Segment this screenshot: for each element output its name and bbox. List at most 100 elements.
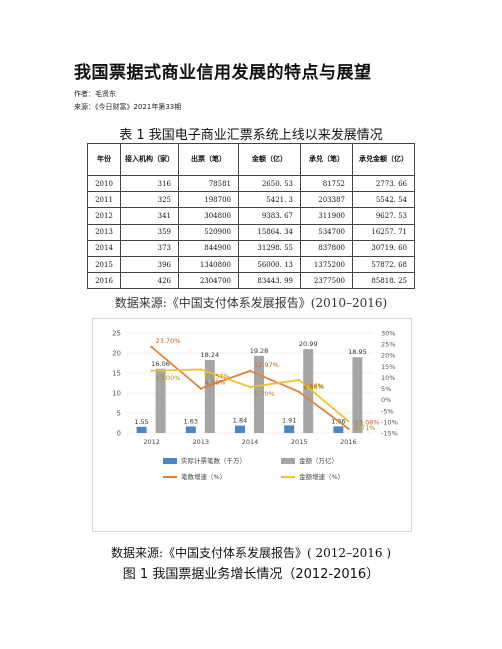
table-cell: 2012 (87, 207, 121, 225)
table-source-note: 数据来源:《中国支付体系发展报告》(2010–2016) (114, 296, 388, 310)
y-left-tick-label: 0 (117, 430, 121, 438)
line-point (199, 368, 202, 371)
table-cell: 2015 (87, 255, 121, 274)
y-right-tick-label: 0% (381, 396, 391, 404)
table-cell: 426 (120, 272, 179, 290)
x-tick-label: 2013 (193, 438, 210, 446)
bar-data-label: 20.99 (299, 340, 318, 348)
header-accepted-amount: 承兑金额（亿） (352, 143, 415, 176)
line-point (150, 369, 153, 372)
chart-source-note: 数据来源:《中国支付体系发展报告》( 2012–2016 ) (110, 546, 392, 560)
bar-count (136, 426, 147, 433)
author-line: 作者：毛贤东 (74, 90, 116, 98)
table-cell: 534700 (300, 223, 353, 241)
legend-label: 金额增速（%） (299, 472, 344, 481)
line-point (150, 345, 153, 349)
table-cell: 1340800 (178, 255, 239, 274)
table-cell: 396 (120, 255, 179, 274)
figure-caption: 图 1 我国票据业务增长情况（2012-2016） (122, 567, 380, 582)
line-data-label: 12.97% (254, 361, 279, 369)
table-cell: 1375200 (300, 255, 353, 274)
legend-label: 金额（万亿） (299, 456, 338, 465)
table-row: 2014 373 844900 31298. 55 837800 30719. 60 (87, 239, 415, 257)
bar-data-label: 1.55 (134, 418, 148, 426)
header-issued: 出票（笔） (178, 143, 239, 176)
y-left-tick-label: 20 (112, 350, 121, 358)
y-right-tick-label: -5% (381, 407, 394, 415)
y-right-tick-label: 10% (381, 374, 395, 382)
table-cell: 341 (120, 207, 179, 225)
table-cell: 56000. 13 (238, 255, 301, 274)
y-right-tick-label: 5% (381, 385, 391, 393)
line-point (347, 420, 350, 423)
line-data-label: -13.08% (352, 419, 379, 427)
bar-data-label: 1.84 (233, 417, 247, 425)
line-data-label: 13.57% (205, 373, 230, 381)
line-data-label: 23.70% (156, 337, 181, 345)
table-caption: 表 1 我国电子商业汇票系统上线以来发展情况 (119, 128, 383, 143)
bar-data-label: 18.24 (200, 351, 219, 359)
table-cell: 5421. 3 (238, 191, 301, 209)
table-cell: 2650. 53 (238, 174, 301, 193)
bar-amount (303, 349, 314, 433)
table-cell: 203387 (300, 191, 353, 209)
table-cell: 9627. 53 (352, 207, 415, 225)
table-cell: 81752 (300, 174, 353, 193)
table-cell: 2016 (87, 272, 121, 290)
bar-count (185, 426, 196, 433)
y-right-tick-label: 25% (381, 341, 395, 349)
line-point (199, 387, 202, 390)
bar-amount (254, 355, 264, 433)
chart-canvas: 0 5 10 15 20 25 30% 25% 20% 15% 10% 5% 0% -5% -10% -15%… (112, 330, 398, 482)
table-cell: 9383. 67 (238, 207, 301, 225)
bar-amount (352, 357, 363, 433)
bar-amount (155, 368, 166, 433)
bar-data-label: 1.63 (184, 417, 198, 425)
table-cell: 2014 (87, 239, 121, 257)
y-left-tick-label: 25 (112, 330, 121, 338)
table-cell: 311900 (300, 207, 353, 225)
table-cell: 30719. 60 (352, 239, 415, 257)
y-right-tick-label: 30% (381, 330, 395, 338)
table-cell: 359 (120, 223, 179, 241)
line-data-label: 3.46% (303, 382, 324, 390)
table-row: 2011 325 198700 5421. 3 203387 5542. 54 (87, 191, 415, 209)
article-title: 我国票据式商业信用发展的特点与展望 (74, 63, 372, 83)
bar-data-label: 1.91 (282, 416, 296, 424)
y-right-tick-label: 15% (381, 363, 395, 371)
header-institutions: 接入机构（家） (120, 143, 179, 176)
table-cell: 78581 (178, 174, 239, 193)
y-right-tick-label: -15% (381, 430, 398, 438)
line-data-label: 5.70% (254, 390, 275, 398)
table-cell: 2773. 66 (352, 174, 415, 193)
bar-data-label: 18.95 (348, 348, 367, 356)
table-cell: 520900 (178, 223, 239, 241)
table-cell: 57872. 68 (352, 255, 415, 274)
legend-swatch (281, 458, 295, 464)
table-cell: 2011 (87, 191, 121, 209)
x-tick-label: 2015 (291, 438, 308, 446)
y-left-tick-label: 10 (112, 390, 121, 398)
table-cell: 2010 (87, 174, 121, 193)
line-data-label: 13.00% (156, 374, 181, 382)
table-row: 2012 341 304800 9383. 67 311900 9627. 53 (87, 207, 415, 225)
line-point (248, 385, 252, 389)
table-cell: 325 (120, 191, 179, 209)
table-cell: 844900 (178, 239, 239, 257)
table-cell: 304800 (178, 207, 239, 225)
table-cell: 2013 (87, 223, 121, 241)
legend-swatch (163, 458, 177, 464)
table-row: 2010 316 78581 2650. 53 81752 2773. 66 (87, 174, 415, 193)
header-year: 年份 (87, 143, 121, 176)
table-header-row: 年份 接入机构（家） 出票（笔） 金额（亿） 承兑（笔） 承兑金额（亿） (87, 143, 415, 176)
table-row: 2016 426 2304700 83443. 99 2377500 85818. 25 (87, 272, 415, 290)
line-point (298, 378, 301, 382)
line-series-amount-growth (151, 368, 349, 422)
bar-data-label: 19.28 (250, 347, 269, 355)
y-left-tick-label: 5 (117, 410, 121, 418)
table-cell: 316 (120, 174, 179, 193)
line-point (298, 390, 301, 394)
development-table: 年份 接入机构（家） 出票（笔） 金额（亿） 承兑（笔） 承兑金额（亿） 201… (87, 143, 415, 290)
table-row: 2015 396 1340800 56000. 13 1375200 57872. 68 (87, 255, 415, 274)
table-cell: 2377500 (300, 272, 353, 290)
